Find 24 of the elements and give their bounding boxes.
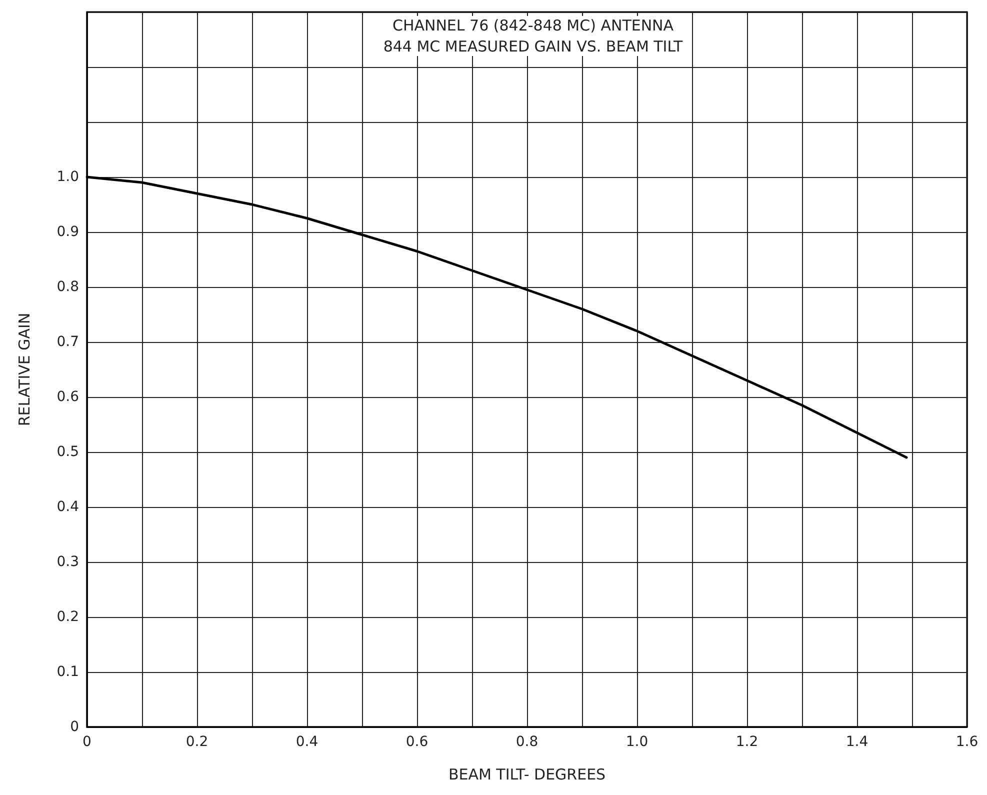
y-tick-label: 0.7	[56, 334, 79, 350]
x-tick-label: 0.4	[296, 734, 318, 750]
y-tick-label: 0.6	[56, 389, 80, 405]
y-tick-label: 0.3	[56, 554, 79, 570]
x-tick-label: 1.6	[956, 734, 978, 750]
x-tick-label: 0	[82, 734, 92, 750]
y-axis-title: RELATIVE GAIN	[16, 312, 34, 426]
x-axis-title: BEAM TILT- DEGREES	[448, 766, 606, 784]
x-tick-label: 1.4	[846, 734, 868, 750]
x-tick-label: 0.6	[406, 734, 428, 750]
x-tick-label: 1.0	[626, 734, 648, 750]
y-tick-label: 0.9	[56, 224, 79, 240]
x-tick-label: 0.8	[516, 734, 538, 750]
y-tick-label: 0	[70, 719, 79, 735]
y-tick-label: 0.5	[56, 444, 79, 460]
text: 844 MC MEASURED GAIN VS. BEAM TILT	[383, 38, 684, 56]
y-tick-label: 0.1	[56, 664, 79, 680]
y-tick-label: 0.8	[56, 279, 79, 295]
chart-title: CHANNEL 76 (842-848 MC) ANTENNA	[392, 16, 674, 34]
x-tick-label: 0.2	[186, 734, 208, 750]
y-tick-label: 1.0	[56, 169, 79, 185]
y-tick-label: 0.2	[56, 609, 79, 625]
x-tick-label: 1.2	[736, 734, 758, 750]
y-tick-label: 0.4	[56, 499, 80, 515]
